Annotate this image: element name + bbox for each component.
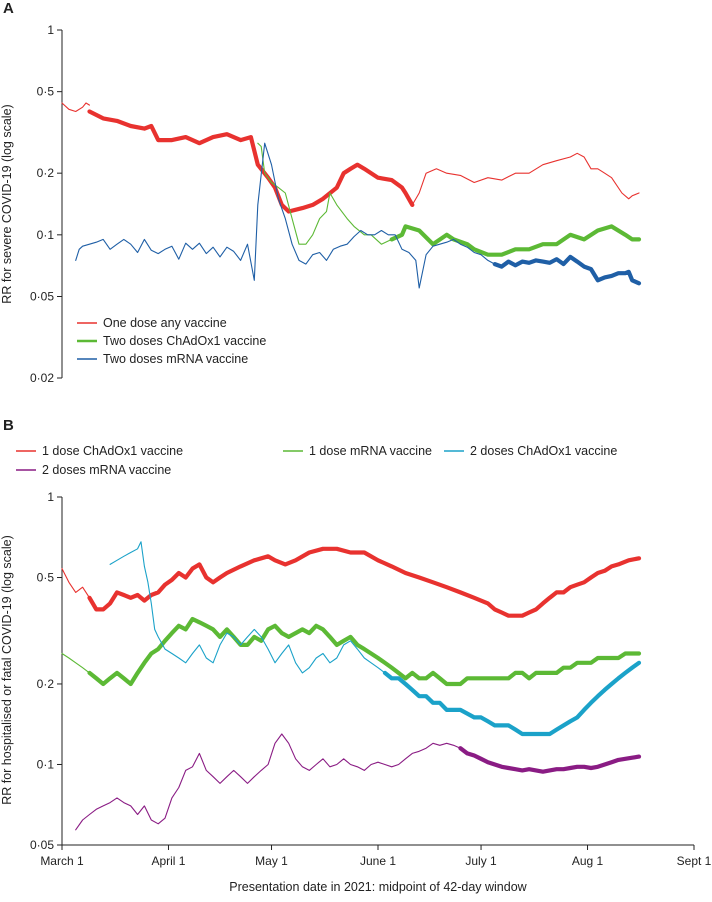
y-tick-label: 0·1 <box>37 757 55 771</box>
legend-label: 2 doses ChAdOx1 vaccine <box>470 444 617 458</box>
y-tick-label: 0·2 <box>37 677 55 691</box>
series-two-doses-mrna-vaccine <box>75 142 642 289</box>
x-tick-label: June 1 <box>360 854 396 868</box>
legend-item-2-doses-chadox1: 2 doses ChAdOx1 vaccine <box>444 444 617 458</box>
series-line-thin <box>75 142 496 289</box>
panel-b-y-axis-label: RR for hospitalised or fatal COVID-19 (l… <box>0 535 14 805</box>
x-axis-label: Presentation date in 2021: midpoint of 4… <box>229 880 527 894</box>
panel-a-y-ticks: 1 0·5 0·2 0·1 0·05 0·02 <box>30 23 62 385</box>
panel-b-legend: 1 dose ChAdOx1 vaccine 1 dose mRNA vacci… <box>16 444 617 477</box>
panel-a-y-axis-label: RR for severe COVID-19 (log scale) <box>0 104 14 303</box>
series-line-thin <box>61 652 91 674</box>
series-line-thick <box>87 546 642 618</box>
legend-item-two-doses-mrna: Two doses mRNA vaccine <box>77 352 248 366</box>
series-line-thin <box>61 102 91 113</box>
series-line-thick <box>382 660 642 737</box>
x-tick-label: March 1 <box>40 854 84 868</box>
series-line-thin-end <box>411 152 640 206</box>
series-1-dose-chadox1-vaccine <box>61 546 642 618</box>
y-tick-label: 0·1 <box>37 228 55 242</box>
panel-b: B 1 dose ChAdOx1 vaccine 1 dose mRNA vac… <box>0 417 712 894</box>
y-tick-label: 0·5 <box>37 85 55 99</box>
y-tick-label: 0·05 <box>30 838 54 852</box>
panel-b-y-ticks: 1 0·5 0·2 0·1 0·05 <box>30 490 62 852</box>
series-line-thin <box>61 568 91 599</box>
legend-item-2-doses-mrna: 2 doses mRNA vaccine <box>16 463 171 477</box>
x-tick-label: Aug 1 <box>572 854 604 868</box>
x-ticks: March 1 April 1 May 1 June 1 July 1 Aug 1 Sept… <box>40 845 712 868</box>
y-tick-label: 0·02 <box>30 371 54 385</box>
legend-label: Two doses ChAdOx1 vaccine <box>103 334 266 348</box>
y-tick-label: 0·05 <box>30 289 54 303</box>
series-line-thick <box>458 746 642 774</box>
series-2-doses-chadox1-vaccine <box>109 541 642 737</box>
legend-label: 1 dose ChAdOx1 vaccine <box>42 444 183 458</box>
panel-a-legend: One dose any vaccine Two doses ChAdOx1 v… <box>77 316 266 366</box>
x-tick-label: May 1 <box>255 854 288 868</box>
series-line-thin <box>257 142 393 245</box>
x-tick-label: April 1 <box>151 854 185 868</box>
legend-item-1-dose-mrna: 1 dose mRNA vaccine <box>283 444 432 458</box>
series-line-thin <box>109 541 386 674</box>
series-line-thick <box>87 109 415 214</box>
series-line-thin <box>75 733 461 831</box>
series-line-thick <box>87 616 642 687</box>
x-tick-label: July 1 <box>465 854 497 868</box>
legend-item-two-doses-chadox1: Two doses ChAdOx1 vaccine <box>77 334 266 348</box>
series-line-thick <box>389 224 642 257</box>
panel-a-letter: A <box>3 0 14 17</box>
legend-label: Two doses mRNA vaccine <box>103 352 248 366</box>
series-1-dose-mrna-vaccine <box>61 616 642 687</box>
y-tick-label: 1 <box>47 23 54 37</box>
y-tick-label: 1 <box>47 490 54 504</box>
series-one-dose-any-vaccine <box>61 102 640 214</box>
series-2-doses-mrna-vaccine <box>75 733 642 831</box>
legend-label: One dose any vaccine <box>103 316 227 330</box>
y-tick-label: 0·2 <box>37 166 55 180</box>
panel-b-series <box>61 541 642 831</box>
panel-a: A 1 0·5 0·2 0·1 0·05 0·02 RR for severe COVID… <box>0 0 642 385</box>
panel-a-series <box>61 102 642 289</box>
x-tick-label: Sept 1 <box>677 854 712 868</box>
series-two-doses-chadox1-vaccine <box>257 142 642 257</box>
legend-label: 1 dose mRNA vaccine <box>309 444 432 458</box>
series-line-thick <box>492 254 642 286</box>
legend-item-one-dose-any: One dose any vaccine <box>77 316 227 330</box>
y-tick-label: 0·5 <box>37 571 55 585</box>
legend-label: 2 doses mRNA vaccine <box>42 463 171 477</box>
legend-item-1-dose-chadox1: 1 dose ChAdOx1 vaccine <box>16 444 183 458</box>
panel-b-letter: B <box>3 417 14 434</box>
